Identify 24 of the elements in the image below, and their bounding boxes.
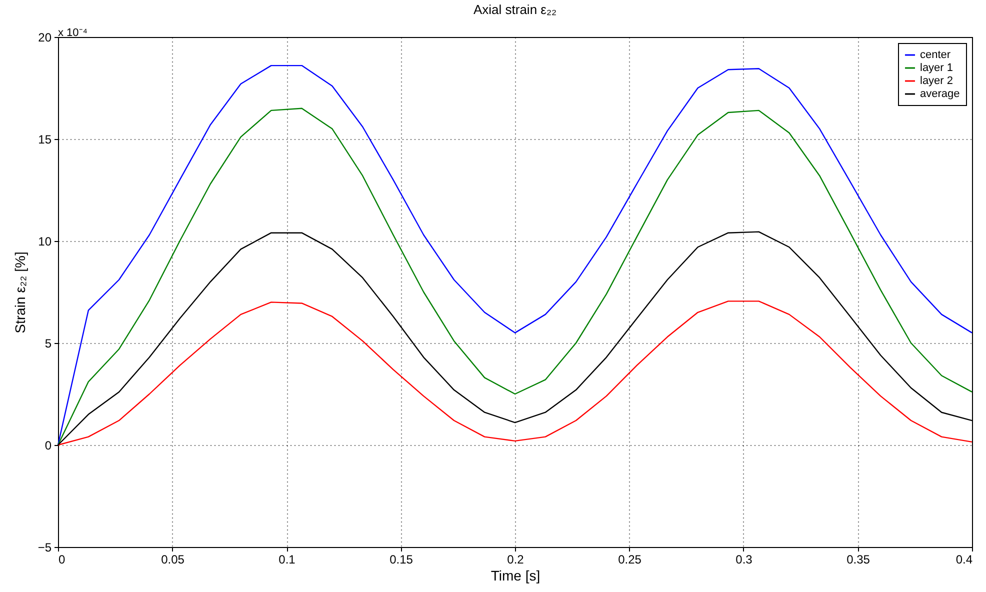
legend-label: average bbox=[920, 88, 960, 100]
x-tick-label: 0 bbox=[58, 552, 66, 566]
x-axis-title: Time [s] bbox=[490, 568, 540, 584]
x-tick-label: 0.35 bbox=[846, 552, 870, 566]
x-tick-label: 0.3 bbox=[736, 552, 753, 566]
x-tick-label: 0.2 bbox=[507, 552, 524, 566]
legend-label: layer 1 bbox=[920, 62, 954, 74]
x-tick-label: 0.25 bbox=[618, 552, 642, 566]
y-axis-title: Strain ε₂₂ [%] bbox=[12, 252, 28, 334]
y-tick-label: 20 bbox=[38, 30, 52, 44]
line-series bbox=[57, 300, 973, 446]
y-tick-label: 5 bbox=[44, 336, 52, 350]
annotation: x 10⁻⁴ bbox=[58, 26, 88, 39]
x-tick-label: 0.4 bbox=[956, 552, 973, 566]
legend-label: center bbox=[920, 49, 951, 61]
legend-label: layer 2 bbox=[920, 75, 954, 87]
x-tick-label: 0.1 bbox=[278, 552, 296, 566]
y-tick-label: −5 bbox=[38, 540, 52, 554]
y-tick-label: 15 bbox=[38, 132, 52, 146]
x-tick-label: 0.15 bbox=[390, 552, 414, 566]
x-tick-label: 0.05 bbox=[161, 552, 185, 566]
y-tick-label: 10 bbox=[38, 234, 52, 248]
chart-title: Axial strain ε₂₂ bbox=[473, 2, 557, 17]
y-tick-label: 0 bbox=[44, 438, 52, 452]
